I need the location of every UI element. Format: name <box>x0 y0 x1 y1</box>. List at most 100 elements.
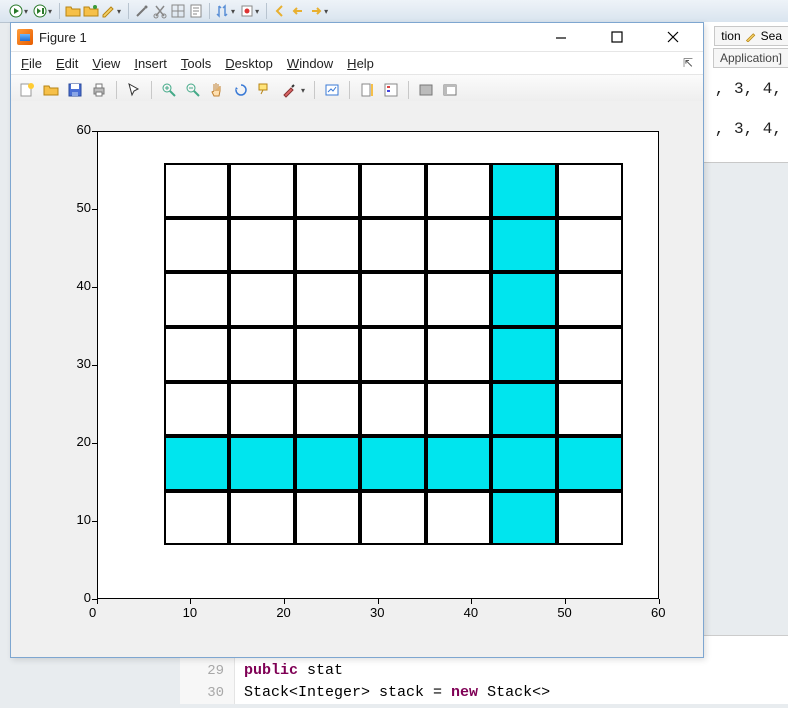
rotate-icon[interactable] <box>231 80 251 100</box>
x-tick <box>97 599 98 604</box>
grid-cell <box>295 327 361 382</box>
x-tick-label: 0 <box>89 605 96 620</box>
ide-breakpoint-dropdown[interactable] <box>239 3 255 19</box>
ide-wand-icon[interactable] <box>134 3 150 19</box>
figure-title: Figure 1 <box>39 30 87 45</box>
grid-cell <box>426 382 492 437</box>
x-tick-label: 40 <box>464 605 478 620</box>
ide-tab-1[interactable]: tion Sea <box>714 26 788 46</box>
caret-icon: ▾ <box>117 7 121 16</box>
ide-edit-icon[interactable] <box>101 3 117 19</box>
caret-icon: ▾ <box>231 7 235 16</box>
y-tick <box>92 521 97 522</box>
grid-cell <box>360 163 426 218</box>
y-tick <box>92 131 97 132</box>
ide-doc-icon[interactable] <box>188 3 204 19</box>
y-tick-label: 40 <box>69 278 91 293</box>
x-tick <box>284 599 285 604</box>
print-icon[interactable] <box>89 80 109 100</box>
y-tick-label: 20 <box>69 434 91 449</box>
grid-cell <box>164 382 230 437</box>
ide-right-panel: tion Sea Application] , 3, 4, , 3, 4, <box>701 22 788 163</box>
y-tick-label: 60 <box>69 122 91 137</box>
minimize-button[interactable] <box>545 27 577 47</box>
grid-cell <box>164 491 230 546</box>
legend-icon[interactable] <box>381 80 401 100</box>
grid-cell <box>295 436 361 491</box>
brush-icon[interactable] <box>279 80 299 100</box>
hide-tools-icon[interactable] <box>416 80 436 100</box>
grid-cell <box>360 382 426 437</box>
ide-folder-open-icon[interactable] <box>65 3 81 19</box>
y-tick <box>92 209 97 210</box>
ide-sort-dropdown[interactable] <box>215 3 231 19</box>
ide-folder-icon[interactable] <box>83 3 99 19</box>
ide-nav-fwd-icon[interactable] <box>308 3 324 19</box>
tab-suffix: Sea <box>761 29 782 43</box>
colorbar-icon[interactable] <box>357 80 377 100</box>
menu-esktop[interactable]: Desktop <box>225 56 273 71</box>
grid-cell <box>295 163 361 218</box>
zoom-in-icon[interactable] <box>159 80 179 100</box>
menu-ools[interactable]: Tools <box>181 56 211 71</box>
caret-icon: ▾ <box>255 7 259 16</box>
grid-cell <box>229 436 295 491</box>
grid-cell <box>229 382 295 437</box>
y-tick-label: 50 <box>69 200 91 215</box>
x-tick <box>471 599 472 604</box>
grid-cell <box>491 218 557 273</box>
zoom-out-icon[interactable] <box>183 80 203 100</box>
datatip-icon[interactable] <box>255 80 275 100</box>
grid-cell <box>360 436 426 491</box>
grid-cell <box>491 436 557 491</box>
caret-icon: ▾ <box>48 7 52 16</box>
open-icon[interactable] <box>41 80 61 100</box>
grid-cell <box>295 382 361 437</box>
x-tick <box>659 599 660 604</box>
grid-cell <box>295 491 361 546</box>
figure-titlebar[interactable]: Figure 1 <box>11 23 703 52</box>
grid-cell <box>557 491 623 546</box>
menu-iew[interactable]: View <box>92 56 120 71</box>
menu-ile[interactable]: File <box>21 56 42 71</box>
ide-back-icon[interactable] <box>272 3 288 19</box>
close-button[interactable] <box>657 27 689 47</box>
menu-dit[interactable]: Edit <box>56 56 78 71</box>
x-tick-label: 50 <box>557 605 571 620</box>
ide-code-fragment: , 3, 4, <box>715 120 782 138</box>
save-icon[interactable] <box>65 80 85 100</box>
y-tick-label: 0 <box>69 590 91 605</box>
maximize-button[interactable] <box>601 27 633 47</box>
tab-label: Application] <box>720 51 782 65</box>
grid-cell <box>557 163 623 218</box>
ide-cut-icon[interactable] <box>152 3 168 19</box>
search-icon <box>745 30 757 42</box>
figure-window: Figure 1 File Edit View Insert Tools Desktop W… <box>10 22 704 658</box>
pan-icon[interactable] <box>207 80 227 100</box>
grid-cell <box>426 218 492 273</box>
menu-elp[interactable]: Help <box>347 56 374 71</box>
grid-cell <box>164 436 230 491</box>
ide-tab-2[interactable]: Application] <box>713 48 788 68</box>
menu-indow[interactable]: Window <box>287 56 333 71</box>
show-tools-icon[interactable] <box>440 80 460 100</box>
x-tick-label: 10 <box>183 605 197 620</box>
ide-code-fragment: , 3, 4, <box>715 80 782 98</box>
axes <box>97 131 659 599</box>
x-tick <box>378 599 379 604</box>
pointer-icon[interactable] <box>124 80 144 100</box>
ide-step-dropdown[interactable] <box>32 3 48 19</box>
x-tick-label: 60 <box>651 605 665 620</box>
new-figure-icon[interactable] <box>17 80 37 100</box>
figure-menubar: File Edit View Insert Tools Desktop Window Help… <box>11 52 703 75</box>
ide-toolbar: ▾ ▾ ▾ ▾ ▾ ▾ <box>0 0 788 23</box>
menu-nsert[interactable]: Insert <box>134 56 167 71</box>
grid-cell <box>295 218 361 273</box>
dock-icon[interactable]: ⇱ <box>683 56 693 70</box>
grid-cell <box>491 382 557 437</box>
caret-icon: ▾ <box>324 7 328 16</box>
ide-run-dropdown[interactable] <box>8 3 24 19</box>
link-icon[interactable] <box>322 80 342 100</box>
ide-grid-icon[interactable] <box>170 3 186 19</box>
ide-nav-back-icon[interactable] <box>290 3 306 19</box>
